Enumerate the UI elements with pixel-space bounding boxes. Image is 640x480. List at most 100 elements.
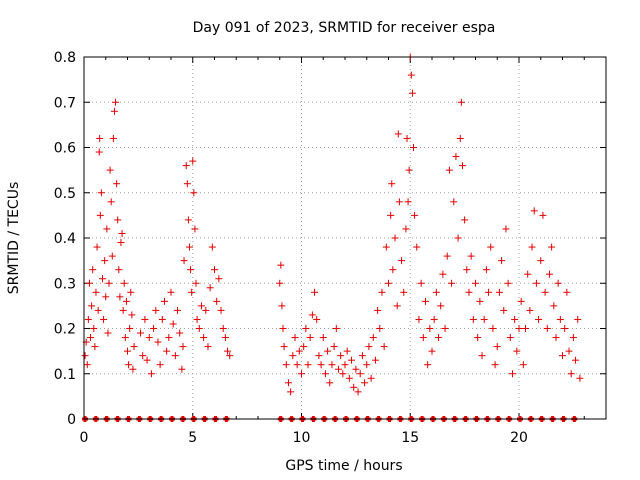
data-point: [458, 162, 466, 170]
data-point: [565, 347, 573, 355]
data-point: [120, 279, 128, 287]
data-point: [321, 370, 329, 378]
data-point: [541, 288, 549, 296]
data-point: [143, 356, 151, 364]
data-point: [345, 374, 353, 382]
data-point: [145, 334, 153, 342]
data-point: [141, 315, 149, 323]
data-point: [465, 288, 473, 296]
data-point: [530, 207, 538, 215]
data-point: [118, 229, 126, 237]
data-point: [435, 334, 443, 342]
chart-title: Day 091 of 2023, SRMTID for receiver esp…: [193, 20, 496, 36]
data-point: [130, 343, 138, 351]
data-point: [163, 347, 171, 355]
data-point: [485, 288, 493, 296]
data-point: [101, 257, 109, 265]
data-point: [456, 134, 464, 142]
data-point: [504, 279, 512, 287]
data-point: [380, 343, 388, 351]
data-point: [426, 325, 434, 332]
data-point: [213, 297, 221, 305]
data-point: [204, 343, 212, 351]
data-point: [315, 352, 323, 360]
data-point: [206, 284, 214, 292]
plot-frame: [83, 56, 607, 420]
data-point: [500, 306, 508, 314]
data-point: [519, 361, 527, 369]
data-point: [572, 356, 580, 364]
data-point: [217, 306, 225, 314]
data-point: [482, 266, 490, 274]
data-point: [480, 315, 488, 323]
data-point: [195, 325, 203, 332]
data-point: [489, 325, 497, 332]
data-point: [543, 325, 551, 332]
data-point: [100, 315, 108, 323]
data-point: [219, 325, 227, 332]
data-point: [300, 343, 308, 351]
data-point: [308, 311, 316, 319]
data-point: [119, 306, 127, 314]
data-point: [87, 334, 95, 342]
data-point: [467, 252, 475, 260]
data-point: [511, 315, 519, 323]
data-point: [561, 325, 569, 332]
data-point: [174, 306, 182, 314]
data-point: [361, 379, 369, 387]
data-point: [180, 257, 188, 265]
data-point: [559, 352, 566, 360]
x-tick-label: 0: [80, 430, 89, 446]
data-point: [276, 279, 284, 287]
data-point: [154, 338, 162, 346]
data-point: [91, 343, 99, 351]
data-point: [93, 243, 101, 251]
data-point: [189, 157, 197, 165]
data-point: [502, 225, 510, 233]
data-point: [169, 320, 177, 328]
data-point: [324, 347, 332, 355]
data-point: [319, 334, 327, 342]
data-point: [156, 361, 164, 369]
data-point: [448, 279, 456, 287]
data-point: [443, 252, 451, 260]
data-point: [469, 315, 477, 323]
data-point: [114, 216, 122, 224]
x-tick-label: 15: [401, 430, 419, 446]
data-point: [515, 325, 523, 332]
data-point: [356, 370, 364, 378]
data-point: [184, 216, 192, 224]
data-point: [563, 288, 571, 296]
data-point: [83, 361, 91, 369]
y-tick-label: 0.7: [54, 95, 76, 111]
data-point: [363, 361, 371, 369]
data-point: [526, 306, 534, 314]
y-tick-label: 0.2: [54, 322, 76, 338]
data-point: [417, 279, 425, 287]
data-point: [280, 343, 288, 351]
data-point: [537, 257, 545, 265]
data-point: [569, 334, 577, 342]
data-point: [567, 370, 575, 378]
data-point: [574, 315, 582, 323]
data-point: [103, 225, 111, 233]
data-point: [493, 343, 501, 351]
data-point: [389, 266, 397, 274]
data-point: [474, 334, 482, 342]
data-point: [94, 306, 102, 314]
data-point: [506, 334, 514, 342]
data-point: [341, 361, 349, 369]
data-point: [556, 315, 564, 323]
data-point: [97, 189, 105, 197]
data-point: [403, 134, 411, 142]
data-point: [224, 347, 232, 355]
data-point: [215, 275, 223, 283]
data-point: [548, 243, 556, 251]
data-point: [98, 275, 106, 283]
data-point: [528, 243, 536, 251]
data-point: [404, 198, 412, 206]
data-point: [535, 315, 543, 323]
data-point: [410, 144, 418, 151]
data-point: [452, 153, 460, 161]
data-point: [104, 329, 112, 337]
